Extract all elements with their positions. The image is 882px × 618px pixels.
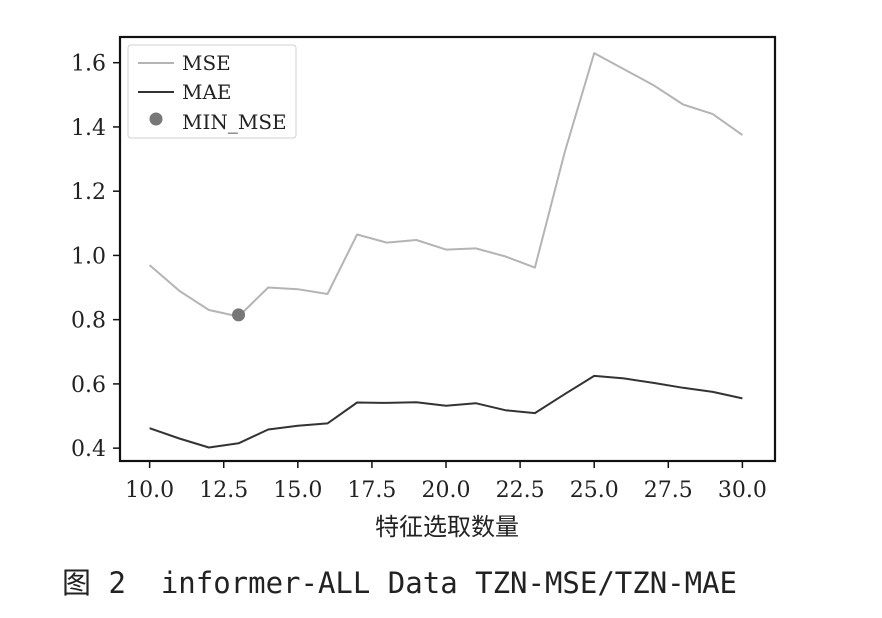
y-tick-label: 0.6 [71,373,106,398]
series-line-mae [149,374,743,449]
series-line-mse [148,52,743,318]
y-axis-ticks: 0.4 0.6 0.8 1.0 1.2 1.4 1.6 [71,52,120,462]
x-tick-label: 10.0 [125,478,174,503]
x-axis-label: 特征选取数量 [375,513,519,541]
x-tick-label: 17.5 [347,478,396,503]
figure-caption: 图 2 informer-ALL Data TZN-MSE/TZN-MAE [62,566,738,600]
x-tick-label: 22.5 [496,478,545,503]
x-tick-label: 30.0 [718,478,767,503]
legend-frame [127,44,297,139]
x-tick-label: 15.0 [273,478,322,503]
y-tick-label: 1.6 [71,52,106,77]
x-tick-label: 27.5 [644,478,693,503]
legend-min-mse-label: MIN_MSE [182,110,287,134]
min-mse-point [232,308,246,322]
plot-area-frame [118,35,777,463]
legend-min-mse-marker [149,112,163,126]
y-tick-label: 0.4 [71,437,106,462]
y-tick-label: 1.4 [71,116,106,141]
x-tick-label: 25.0 [570,478,619,503]
x-axis-ticks: 10.0 12.5 15.0 17.5 20.0 22.5 25.0 27.5 30.0 [125,461,767,503]
legend: MSE MAE MIN_MSE [127,44,297,139]
x-tick-label: 20.0 [422,478,471,503]
y-tick-label: 0.8 [71,309,106,334]
y-tick-label: 1.2 [71,180,106,205]
y-tick-label: 1.0 [71,244,106,269]
series-layer [148,52,743,449]
x-tick-label: 12.5 [199,478,248,503]
legend-mse-label: MSE [182,51,231,75]
legend-mae-label: MAE [182,80,232,104]
